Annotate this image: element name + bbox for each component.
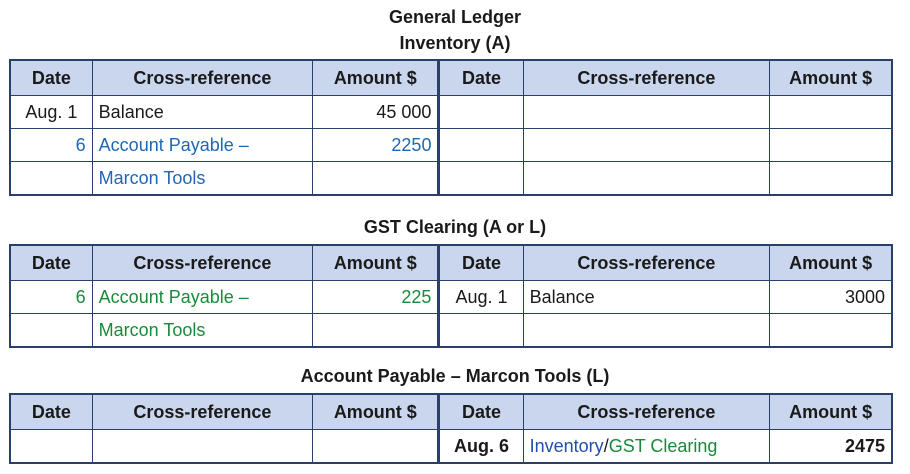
cross-reference-cell: Account Payable –: [91, 280, 314, 314]
cross-reference-cell: Marcon Tools: [91, 161, 314, 196]
amount-cell: [769, 313, 893, 348]
amount-cell: [769, 95, 893, 129]
col-header-cross-reference: Cross-reference: [522, 393, 771, 430]
col-header-date: Date: [437, 244, 524, 281]
date-cell: [9, 313, 93, 348]
cross-reference-cell: [522, 313, 771, 348]
amount-cell: [312, 429, 440, 464]
table-row: 6 Account Payable – 225 Aug. 1 Balance 3…: [9, 280, 893, 314]
col-header-date: Date: [9, 59, 93, 96]
date-cell: [437, 95, 524, 129]
amount-cell: 3000: [769, 280, 893, 314]
cross-reference-inventory: Inventory: [529, 435, 604, 456]
amount-cell: 2475: [769, 429, 893, 464]
col-header-amount: Amount $: [769, 59, 893, 96]
col-header-cross-reference: Cross-reference: [91, 393, 314, 430]
table-row: Marcon Tools: [9, 161, 893, 196]
amount-cell: [769, 128, 893, 162]
date-cell: Aug. 1: [9, 95, 93, 129]
col-header-date: Date: [437, 393, 524, 430]
inventory-header-row: Date Cross-reference Amount $ Date Cross…: [9, 59, 893, 96]
date-cell: 6: [9, 128, 93, 162]
cross-reference-cell: [91, 429, 314, 464]
col-header-cross-reference: Cross-reference: [91, 244, 314, 281]
table-row: Aug. 1 Balance 45 000: [9, 95, 893, 129]
cross-reference-cell: Account Payable –: [91, 128, 314, 162]
cross-reference-cell: [522, 161, 771, 196]
date-cell: [437, 128, 524, 162]
table-row: Aug. 6 Inventory/GST Clearing 2475: [9, 429, 893, 464]
cross-reference-cell: Balance: [522, 280, 771, 314]
gst-account-title: GST Clearing (A or L): [363, 217, 547, 237]
ledger-title: General Ledger: [388, 7, 522, 27]
gst-clearing-ledger-table: Date Cross-reference Amount $ Date Cross…: [9, 244, 893, 348]
date-cell: [9, 161, 93, 196]
col-header-amount: Amount $: [769, 244, 893, 281]
account-payable-ledger-table: Date Cross-reference Amount $ Date Cross…: [9, 393, 893, 464]
payable-account-title: Account Payable – Marcon Tools (L): [300, 366, 610, 386]
cross-reference-cell: Inventory/GST Clearing: [522, 429, 771, 464]
cross-reference-cell: [522, 95, 771, 129]
col-header-amount: Amount $: [312, 393, 440, 430]
cross-reference-gst-clearing: GST Clearing: [608, 435, 718, 456]
col-header-amount: Amount $: [312, 244, 440, 281]
col-header-cross-reference: Cross-reference: [522, 244, 771, 281]
payable-header-row: Date Cross-reference Amount $ Date Cross…: [9, 393, 893, 430]
amount-cell: 2250: [312, 128, 440, 162]
gst-header-row: Date Cross-reference Amount $ Date Cross…: [9, 244, 893, 281]
cross-reference-cell: Balance: [91, 95, 314, 129]
table-row: Marcon Tools: [9, 313, 893, 348]
date-cell: [437, 313, 524, 348]
amount-cell: 225: [312, 280, 440, 314]
table-row: 6 Account Payable – 2250: [9, 128, 893, 162]
cross-reference-cell: Marcon Tools: [91, 313, 314, 348]
inventory-account-title: Inventory (A): [399, 33, 511, 53]
col-header-amount: Amount $: [769, 393, 893, 430]
amount-cell: 45 000: [312, 95, 440, 129]
date-cell: Aug. 6: [437, 429, 524, 464]
amount-cell: [312, 161, 440, 196]
date-cell: Aug. 1: [437, 280, 524, 314]
cross-reference-separator: /: [603, 435, 609, 456]
date-cell: [437, 161, 524, 196]
amount-cell: [312, 313, 440, 348]
amount-cell: [769, 161, 893, 196]
col-header-date: Date: [9, 244, 93, 281]
col-header-cross-reference: Cross-reference: [91, 59, 314, 96]
cross-reference-cell: [522, 128, 771, 162]
inventory-ledger-table: Date Cross-reference Amount $ Date Cross…: [9, 59, 893, 196]
col-header-date: Date: [9, 393, 93, 430]
col-header-cross-reference: Cross-reference: [522, 59, 771, 96]
date-cell: 6: [9, 280, 93, 314]
col-header-date: Date: [437, 59, 524, 96]
date-cell: [9, 429, 93, 464]
col-header-amount: Amount $: [312, 59, 440, 96]
